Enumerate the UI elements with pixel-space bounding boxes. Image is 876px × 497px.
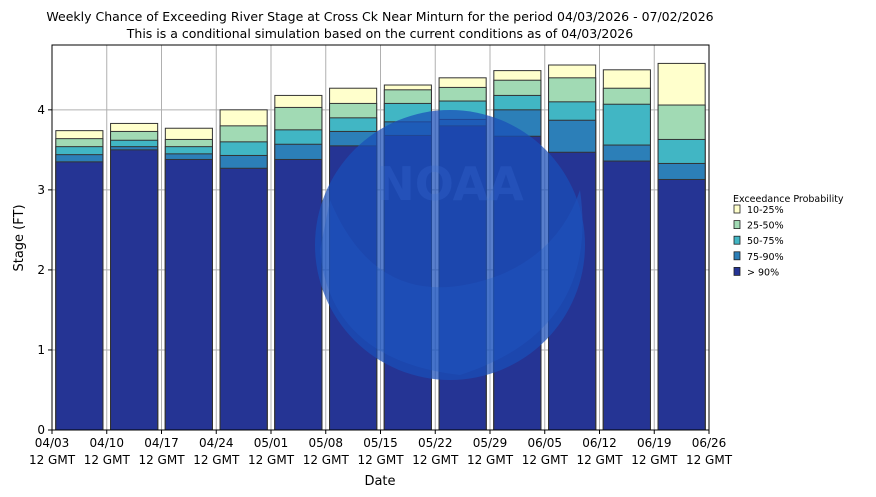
- legend: Exceedance Probability 10-25% 25-50% 50-75…: [733, 194, 844, 278]
- x-tick-label-date: 05/15: [363, 436, 398, 450]
- legend-title: Exceedance Probability: [733, 194, 844, 205]
- bar-segment-90: [219, 167, 268, 431]
- x-tick-label-date: 05/22: [418, 436, 453, 450]
- x-tick-label-date: 06/12: [582, 436, 617, 450]
- y-tick-label: 4: [37, 103, 45, 117]
- x-tick-label-time: 12 GMT: [412, 453, 459, 467]
- x-tick-label-date: 06/26: [692, 436, 727, 450]
- y-axis-label: Stage (FT): [12, 204, 27, 271]
- legend-entry-label: 25-50%: [747, 221, 784, 232]
- x-tick-label-time: 12 GMT: [686, 453, 733, 467]
- legend-entry-label: > 90%: [747, 267, 779, 278]
- x-tick-label-time: 12 GMT: [29, 453, 76, 467]
- legend-swatch: [733, 235, 741, 245]
- legend-swatch: [733, 204, 741, 214]
- x-tick-label-date: 06/05: [527, 436, 562, 450]
- legend-entry-label: 50-75%: [747, 236, 784, 247]
- legend-swatch: [733, 220, 741, 230]
- legend-swatch: [733, 251, 741, 261]
- bar-segment-90: [164, 158, 213, 431]
- y-tick-label: 3: [37, 183, 45, 197]
- bar-segment-90: [110, 149, 159, 431]
- legend-swatch: [733, 266, 741, 276]
- y-axis: 0 1 2 3 4: [37, 103, 52, 437]
- x-tick-label-time: 12 GMT: [138, 453, 185, 467]
- legend-entry-label: 75-90%: [747, 252, 784, 263]
- y-tick-label: 1: [37, 343, 45, 357]
- x-tick-label-time: 12 GMT: [631, 453, 678, 467]
- y-tick-label: 2: [37, 263, 45, 277]
- x-tick-label-time: 12 GMT: [248, 453, 295, 467]
- x-tick-label-date: 04/17: [144, 436, 179, 450]
- bar-segment-90: [657, 178, 706, 431]
- x-tick-label-date: 06/19: [637, 436, 672, 450]
- y-tick-label: 0: [37, 423, 45, 437]
- x-tick-label-date: 04/10: [89, 436, 124, 450]
- legend-entry-label: 10-25%: [747, 205, 784, 216]
- noaa-watermark-logo: NOAA: [315, 110, 585, 380]
- x-tick-label-time: 12 GMT: [576, 453, 623, 467]
- bar-segment-90: [55, 161, 104, 431]
- x-tick-label-date: 05/29: [473, 436, 508, 450]
- bar-segment-90: [602, 160, 651, 431]
- x-axis-label: Date: [364, 474, 395, 489]
- x-tick-label-date: 04/03: [35, 436, 70, 450]
- x-axis: 04/03 12 GMT 04/10 12 GMT 04/17 12 GMT 04/24 12…: [29, 430, 733, 467]
- x-tick-label-time: 12 GMT: [193, 453, 240, 467]
- chart-subtitle: This is a conditional simulation based o…: [126, 26, 633, 41]
- svg-text:NOAA: NOAA: [376, 157, 524, 211]
- x-tick-label-time: 12 GMT: [522, 453, 569, 467]
- x-tick-label-time: 12 GMT: [467, 453, 514, 467]
- bar-segment-90: [274, 158, 323, 431]
- x-tick-label-time: 12 GMT: [303, 453, 350, 467]
- x-tick-label-date: 05/01: [254, 436, 289, 450]
- chart-title: Weekly Chance of Exceeding River Stage a…: [46, 9, 713, 24]
- x-tick-label-time: 12 GMT: [84, 453, 131, 467]
- x-tick-label-date: 05/08: [308, 436, 343, 450]
- x-tick-label-date: 04/24: [199, 436, 234, 450]
- x-tick-label-time: 12 GMT: [357, 453, 404, 467]
